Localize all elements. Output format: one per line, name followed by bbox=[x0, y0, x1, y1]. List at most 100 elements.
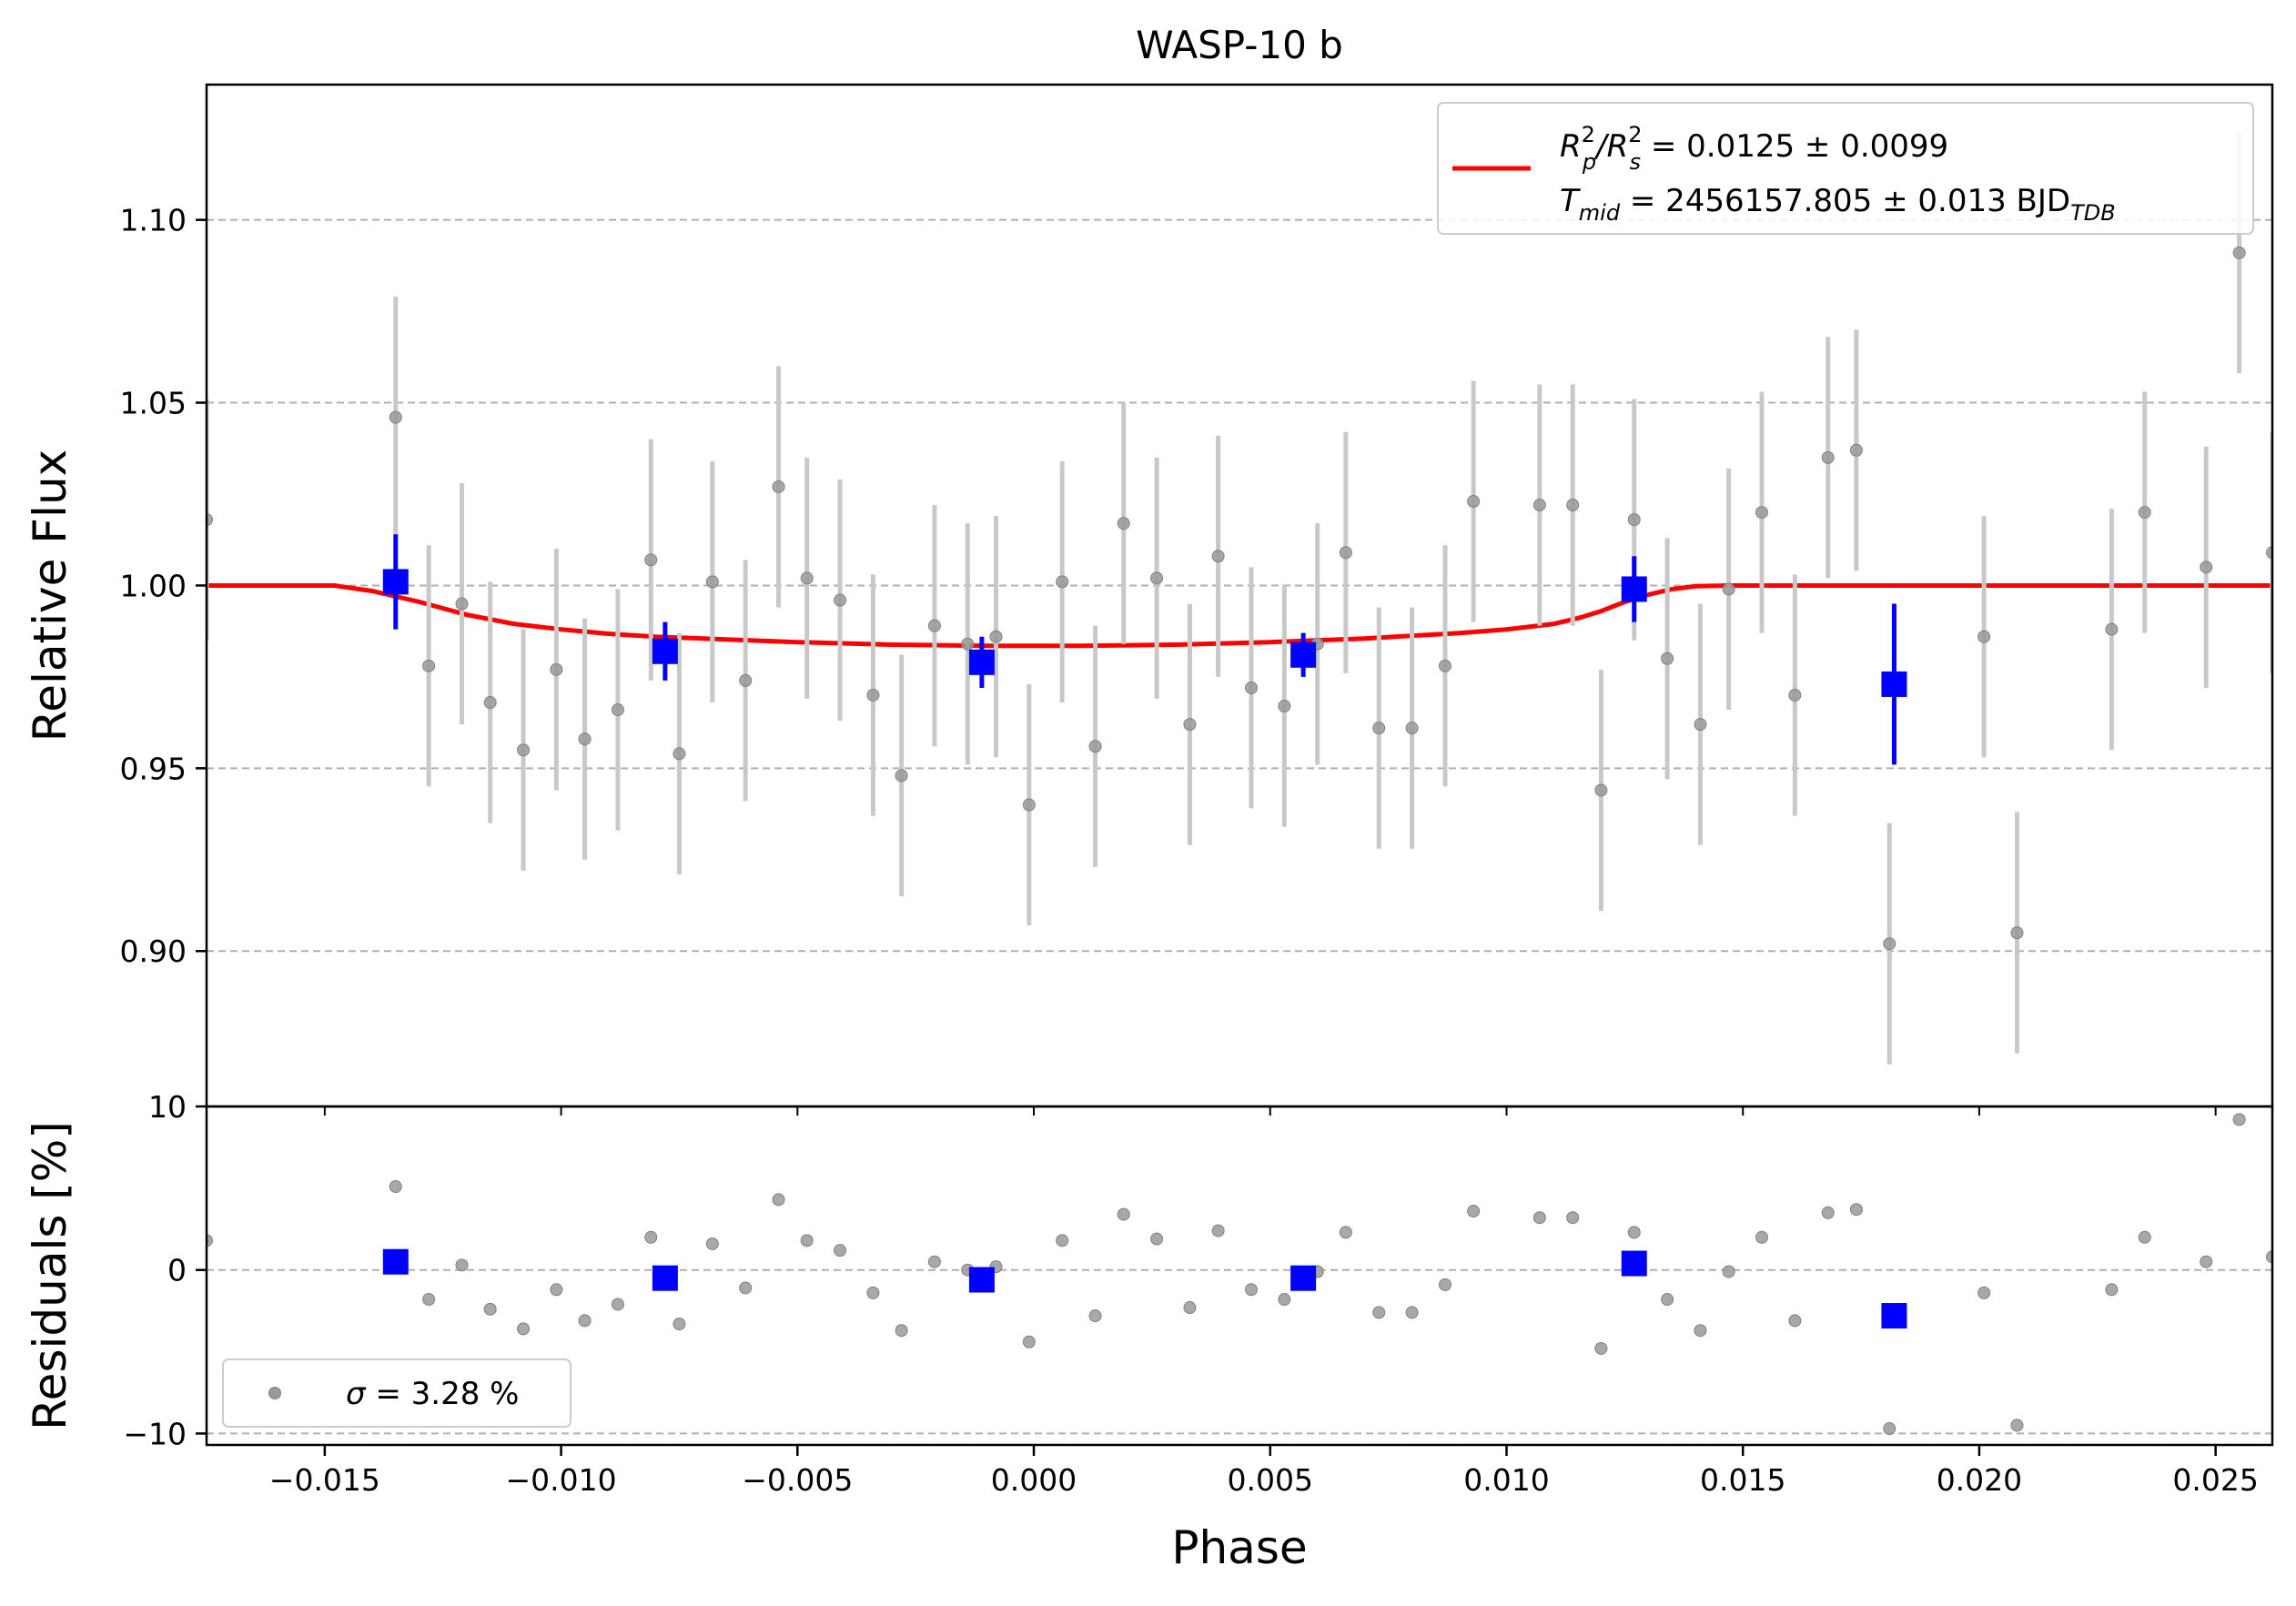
raw-data-point bbox=[2010, 926, 2024, 940]
raw-data-point bbox=[422, 659, 436, 672]
residual-raw-point bbox=[644, 1230, 658, 1244]
raw-data-point bbox=[644, 553, 658, 567]
residual-raw-point bbox=[1183, 1301, 1197, 1315]
raw-data-point bbox=[927, 619, 941, 632]
raw-data-point bbox=[2266, 546, 2272, 560]
residual-raw-point bbox=[895, 1324, 908, 1338]
x-tick-label: 0.015 bbox=[1700, 1462, 1785, 1498]
raw-data-point bbox=[1566, 499, 1580, 512]
legend-rp-sub: p bbox=[1582, 149, 1596, 175]
top-panel-frame bbox=[205, 83, 2274, 1108]
residual-raw-point bbox=[2266, 1250, 2272, 1264]
x-tick-label: 0.005 bbox=[1228, 1462, 1313, 1498]
residual-raw-point bbox=[550, 1283, 563, 1297]
chart-title: WASP-10 b bbox=[1136, 23, 1343, 67]
legend-tmid-value: = 2456157.805 ± 0.013 BJD bbox=[1620, 183, 2070, 219]
residual-raw-point bbox=[483, 1302, 497, 1316]
residual-raw-point bbox=[1372, 1306, 1386, 1319]
residual-raw-point bbox=[1088, 1309, 1102, 1323]
raw-data-point bbox=[1788, 688, 1802, 702]
residual-binned-point bbox=[1290, 1265, 1317, 1291]
residual-raw-point bbox=[1849, 1203, 1863, 1217]
raw-data-point bbox=[739, 673, 753, 687]
residual-raw-point bbox=[207, 1234, 213, 1247]
residual-binned-point bbox=[968, 1267, 995, 1293]
residual-raw-point bbox=[1566, 1211, 1580, 1225]
residual-raw-point bbox=[1467, 1205, 1481, 1218]
raw-data-point bbox=[1467, 495, 1481, 509]
residual-raw-point bbox=[1278, 1293, 1291, 1307]
residual-raw-point bbox=[1722, 1265, 1735, 1278]
residual-raw-point bbox=[2105, 1283, 2119, 1297]
residual-raw-point bbox=[739, 1281, 753, 1295]
legend-rp-sup: 2 bbox=[1582, 122, 1595, 147]
top-y-tick-label: 0.90 bbox=[120, 934, 187, 969]
x-tick-label: −0.005 bbox=[742, 1462, 853, 1498]
residual-raw-series bbox=[207, 1113, 2272, 1436]
raw-data-point bbox=[1661, 651, 1674, 665]
residual-raw-point bbox=[517, 1322, 531, 1336]
raw-data-point bbox=[1405, 722, 1419, 735]
raw-data-point bbox=[1211, 550, 1225, 563]
residual-raw-point bbox=[1755, 1230, 1768, 1244]
raw-data-point bbox=[1278, 700, 1291, 713]
raw-data-point bbox=[1056, 575, 1069, 589]
binned-data-point bbox=[968, 649, 995, 675]
residual-binned-point bbox=[382, 1248, 409, 1275]
raw-data-point bbox=[550, 662, 563, 676]
raw-data-point bbox=[1244, 681, 1258, 694]
legend-rp-symbol: R bbox=[1560, 128, 1582, 165]
raw-data-point bbox=[1722, 582, 1735, 596]
legend-sigma-text: σ = 3.28 % bbox=[346, 1376, 519, 1412]
residual-raw-point bbox=[578, 1314, 592, 1328]
raw-data-point bbox=[705, 575, 719, 589]
raw-data-point bbox=[1532, 499, 1546, 512]
raw-data-point bbox=[1150, 571, 1164, 585]
raw-data-point bbox=[611, 703, 624, 717]
legend-sigma-symbol: σ bbox=[346, 1376, 367, 1412]
legend-tdb-sub: TDB bbox=[2070, 200, 2116, 226]
legend-rs-sub: s bbox=[1630, 149, 1642, 175]
residual-raw-point bbox=[1977, 1286, 1991, 1299]
top-legend-box bbox=[1437, 102, 2254, 235]
top-y-axis-label: Relative Flux bbox=[24, 449, 76, 742]
binned-data-point bbox=[1290, 641, 1317, 668]
residual-binned-point bbox=[1881, 1303, 1907, 1329]
residual-panel-frame bbox=[205, 1105, 2274, 1447]
binned-data-point bbox=[1621, 576, 1647, 602]
legend-rs-symbol: /R bbox=[1593, 128, 1628, 165]
x-tick-label: 0.000 bbox=[991, 1462, 1077, 1498]
raw-data-point bbox=[1821, 450, 1835, 464]
residual-raw-point bbox=[1788, 1314, 1802, 1328]
raw-data-point bbox=[1372, 722, 1386, 735]
residual-raw-point bbox=[1627, 1226, 1641, 1239]
top-y-tick-label: 0.95 bbox=[120, 751, 187, 786]
residual-raw-point bbox=[705, 1237, 719, 1250]
x-tick-label: 0.025 bbox=[2172, 1462, 2258, 1498]
residual-raw-point bbox=[422, 1293, 436, 1307]
binned-data-point bbox=[382, 569, 409, 595]
raw-data-point bbox=[2105, 622, 2119, 636]
raw-data-point bbox=[2200, 561, 2213, 574]
residual-raw-point bbox=[1339, 1226, 1352, 1239]
residual-raw-point bbox=[1438, 1278, 1451, 1291]
legend-rs-sup: 2 bbox=[1628, 122, 1642, 147]
x-tick-label: 0.010 bbox=[1463, 1462, 1549, 1498]
residual-raw-point bbox=[1150, 1232, 1164, 1246]
residual-raw-point bbox=[1883, 1422, 1896, 1436]
raw-data-point bbox=[1594, 783, 1608, 797]
residual-raw-point bbox=[1594, 1341, 1608, 1355]
raw-data-point bbox=[866, 688, 880, 702]
legend-line-rprs: R2 p/R2 s = 0.0125 ± 0.0099 bbox=[1560, 122, 1948, 175]
legend-t-symbol: T bbox=[1560, 183, 1581, 219]
residual-raw-point bbox=[866, 1286, 880, 1299]
raw-data-point bbox=[834, 593, 847, 607]
residual-raw-point bbox=[611, 1298, 624, 1311]
residual-raw-point bbox=[772, 1193, 785, 1207]
residual-raw-point bbox=[834, 1244, 847, 1258]
x-tick-label: −0.010 bbox=[506, 1462, 617, 1498]
residual-raw-point bbox=[1211, 1224, 1225, 1237]
residual-raw-point bbox=[1405, 1306, 1419, 1319]
raw-data-point bbox=[961, 637, 975, 651]
